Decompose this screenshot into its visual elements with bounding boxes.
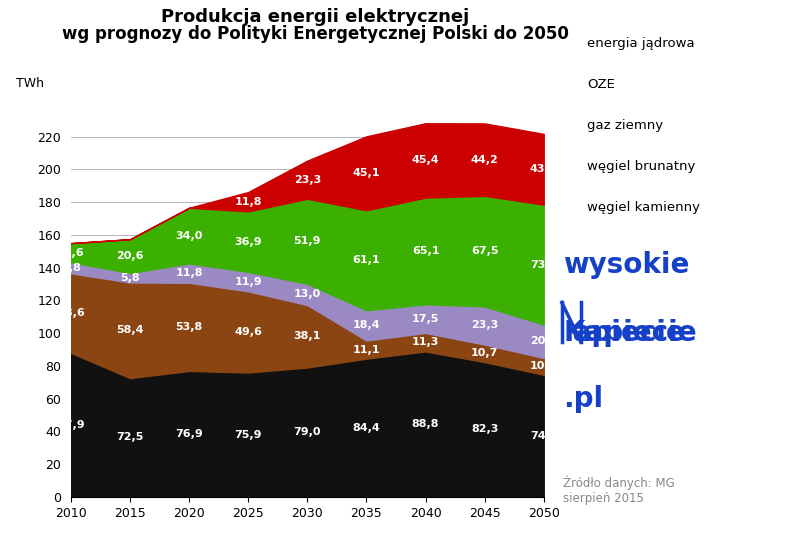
Text: 79,0: 79,0 <box>294 427 321 437</box>
Text: 11,6: 11,6 <box>57 248 85 258</box>
Text: energia jądrowa: energia jądrowa <box>587 37 695 50</box>
Text: gaz ziemny: gaz ziemny <box>587 119 663 132</box>
Text: 45,4: 45,4 <box>411 156 440 165</box>
Text: 82,3: 82,3 <box>471 424 498 435</box>
Text: 11,3: 11,3 <box>412 337 439 347</box>
Text: 13,0: 13,0 <box>294 289 321 299</box>
Text: TWh: TWh <box>16 77 44 90</box>
Text: 84,4: 84,4 <box>352 423 381 433</box>
Text: Κapiecie: Κapiecie <box>563 319 697 347</box>
Text: 58,4: 58,4 <box>117 325 143 335</box>
Text: 88,8: 88,8 <box>412 419 439 429</box>
Text: wysokie: wysokie <box>563 251 690 279</box>
Text: 51,9: 51,9 <box>294 236 321 246</box>
Text: 11,1: 11,1 <box>353 345 380 354</box>
Text: 11,8: 11,8 <box>176 268 203 278</box>
Text: 76,9: 76,9 <box>175 429 203 439</box>
Text: wg prognozy do Polityki Energetycznej Polski do 2050: wg prognozy do Polityki Energetycznej Po… <box>61 25 569 43</box>
Text: 10,3: 10,3 <box>530 361 557 371</box>
Text: 53,8: 53,8 <box>176 322 203 332</box>
Text: 11,9: 11,9 <box>234 276 262 287</box>
Text: 20,4: 20,4 <box>530 336 557 346</box>
Text: Produkcja energii elektrycznej: Produkcja energii elektrycznej <box>161 8 470 26</box>
Text: 10,7: 10,7 <box>471 348 498 358</box>
Text: 23,3: 23,3 <box>294 175 321 185</box>
Text: OZE: OZE <box>587 78 615 91</box>
Text: 6,8: 6,8 <box>61 263 81 272</box>
Text: 48,6: 48,6 <box>57 308 85 318</box>
Text: apiecie: apiecie <box>563 319 686 347</box>
Text: 72,5: 72,5 <box>117 432 143 442</box>
Text: 36,9: 36,9 <box>234 236 262 247</box>
Text: 44,2: 44,2 <box>470 155 499 164</box>
Text: węgiel brunatny: węgiel brunatny <box>587 160 696 173</box>
Text: 75,9: 75,9 <box>235 430 262 440</box>
Text: 20,6: 20,6 <box>117 251 143 261</box>
Text: 38,1: 38,1 <box>294 331 321 341</box>
Text: 23,3: 23,3 <box>471 321 498 330</box>
Text: 65,1: 65,1 <box>412 246 439 256</box>
Text: 67,5: 67,5 <box>471 246 498 256</box>
Text: 17,5: 17,5 <box>412 313 439 324</box>
Text: 5,8: 5,8 <box>121 272 139 283</box>
Text: .pl: .pl <box>563 385 604 413</box>
Text: 73,2: 73,2 <box>530 259 557 270</box>
Text: 43,2: 43,2 <box>530 164 557 174</box>
Text: 11,8: 11,8 <box>235 197 262 207</box>
Text: 87,9: 87,9 <box>57 420 85 430</box>
Text: 74,5: 74,5 <box>530 431 557 441</box>
Text: 61,1: 61,1 <box>352 255 381 265</box>
Text: 45,1: 45,1 <box>353 168 380 179</box>
Text: 49,6: 49,6 <box>234 327 262 337</box>
Text: 18,4: 18,4 <box>352 321 381 330</box>
Text: Źródło danych: MG
sierpień 2015: Źródło danych: MG sierpień 2015 <box>563 475 675 505</box>
Text: węgiel kamienny: węgiel kamienny <box>587 201 701 214</box>
Text: 34,0: 34,0 <box>176 230 203 241</box>
